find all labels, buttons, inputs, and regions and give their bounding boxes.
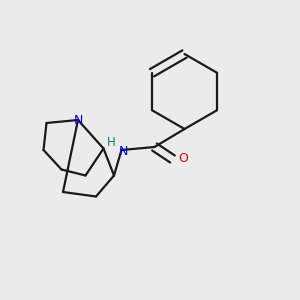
Text: N: N bbox=[73, 113, 83, 127]
Text: N: N bbox=[118, 145, 128, 158]
Text: H: H bbox=[106, 136, 116, 149]
Text: O: O bbox=[178, 152, 188, 166]
